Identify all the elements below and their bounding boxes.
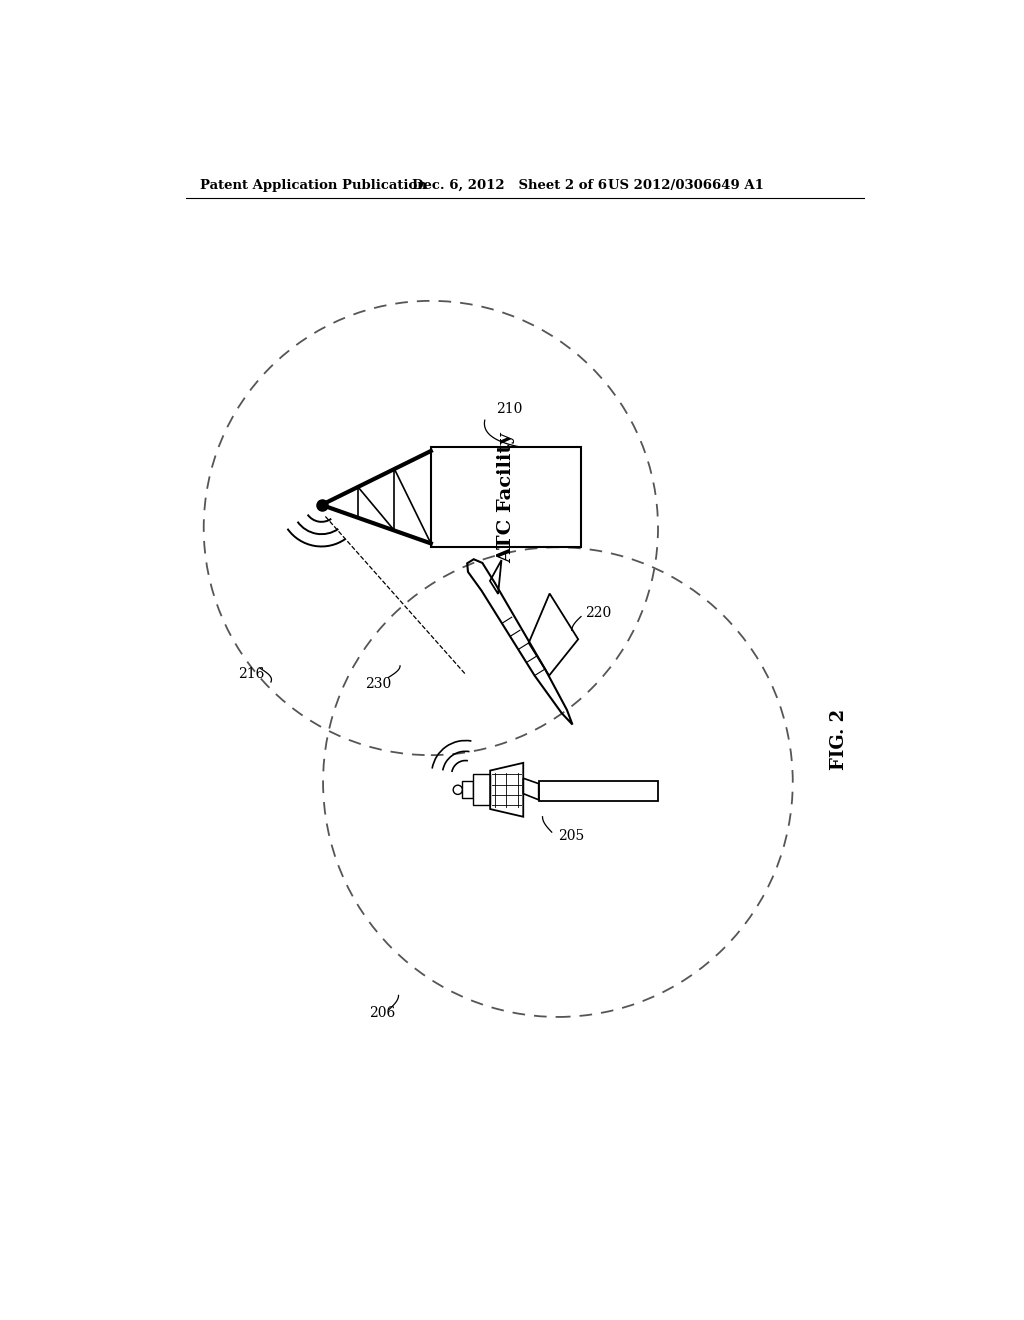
- Text: 206: 206: [370, 1006, 395, 1020]
- Text: 220: 220: [585, 606, 611, 619]
- Text: 205: 205: [558, 829, 584, 843]
- Bar: [462, 780, 473, 797]
- Text: US 2012/0306649 A1: US 2012/0306649 A1: [608, 178, 764, 191]
- Text: ATC Facility: ATC Facility: [497, 432, 515, 562]
- Text: Patent Application Publication: Patent Application Publication: [200, 178, 427, 191]
- Bar: [473, 775, 490, 805]
- Text: 210: 210: [497, 403, 522, 416]
- Bar: [431, 447, 581, 548]
- Text: 230: 230: [366, 677, 391, 690]
- Text: FIG. 2: FIG. 2: [830, 709, 848, 771]
- Text: Dec. 6, 2012   Sheet 2 of 6: Dec. 6, 2012 Sheet 2 of 6: [412, 178, 606, 191]
- Text: 216: 216: [239, 668, 265, 681]
